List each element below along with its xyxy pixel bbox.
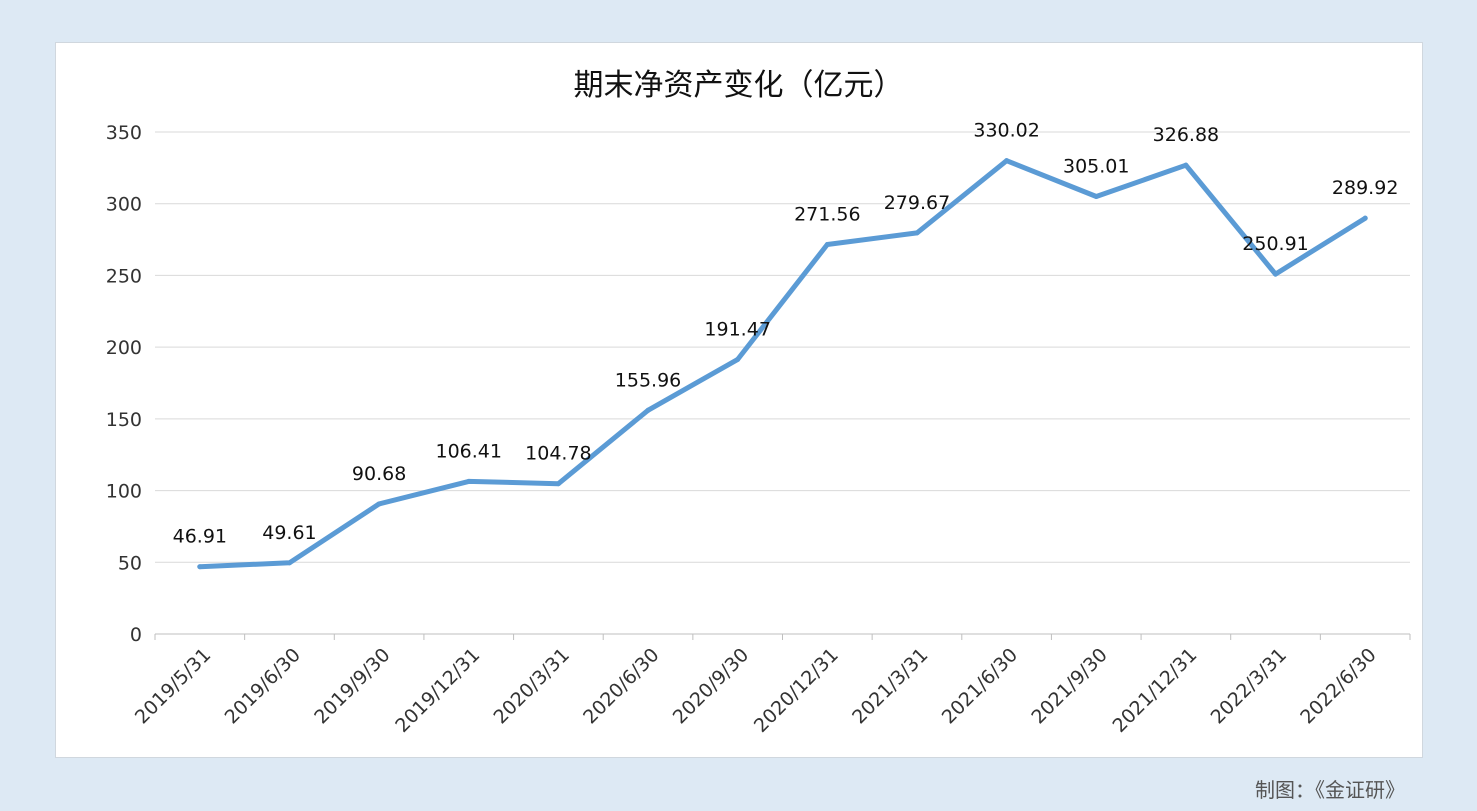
data-label: 271.56 [794,204,860,226]
data-point [1362,215,1368,221]
x-tick-label: 2019/6/30 [221,644,305,728]
x-tick-label: 2021/3/31 [848,644,932,728]
x-tick-label: 2019/9/30 [310,644,394,728]
x-tick-label: 2020/12/31 [750,644,843,737]
data-point [645,407,651,413]
data-label: 104.78 [525,443,591,465]
x-tick-label: 2021/9/30 [1027,644,1111,728]
x-tick-label: 2022/6/30 [1296,644,1380,728]
y-tick-label: 100 [106,481,142,503]
x-tick-label: 2021/6/30 [938,644,1022,728]
data-point [555,481,561,487]
data-point [1183,162,1189,168]
data-label: 90.68 [352,463,406,485]
data-label: 49.61 [262,522,316,544]
x-tick-label: 2020/6/30 [579,644,663,728]
data-label: 191.47 [704,318,770,340]
x-tick-label: 2019/12/31 [391,644,484,737]
y-tick-label: 200 [106,337,142,359]
data-point [286,560,292,566]
x-tick-label: 2019/5/31 [131,644,215,728]
data-label: 106.41 [436,440,502,462]
x-tick-label: 2021/12/31 [1108,644,1201,737]
data-point [824,242,830,248]
data-label: 250.91 [1242,233,1308,255]
data-point [1004,158,1010,164]
chart-title: 期末净资产变化（亿元） [573,68,904,103]
data-label: 330.02 [973,120,1039,142]
data-point [735,356,741,362]
data-label: 155.96 [615,369,681,391]
data-label: 326.88 [1153,124,1219,146]
data-point [1273,271,1279,277]
data-label: 46.91 [173,526,227,548]
data-point [197,564,203,570]
data-point [914,230,920,236]
series-line [197,158,1368,570]
x-tick-label: 2020/3/31 [489,644,573,728]
chart-card [55,42,1423,758]
x-tick-label: 2020/9/30 [669,644,753,728]
y-tick-label: 350 [106,122,142,144]
y-tick-label: 150 [106,409,142,431]
y-tick-label: 50 [118,552,142,574]
data-point [466,478,472,484]
data-point [376,501,382,507]
y-tick-label: 250 [106,265,142,287]
x-tick-label: 2022/3/31 [1207,644,1291,728]
data-label: 289.92 [1332,177,1398,199]
data-label: 279.67 [884,192,950,214]
data-label: 305.01 [1063,156,1129,178]
data-point [1093,194,1099,200]
source-credit: 制图：《金证研》 [1255,778,1405,802]
y-tick-label: 0 [130,624,142,646]
y-tick-label: 300 [106,194,142,216]
